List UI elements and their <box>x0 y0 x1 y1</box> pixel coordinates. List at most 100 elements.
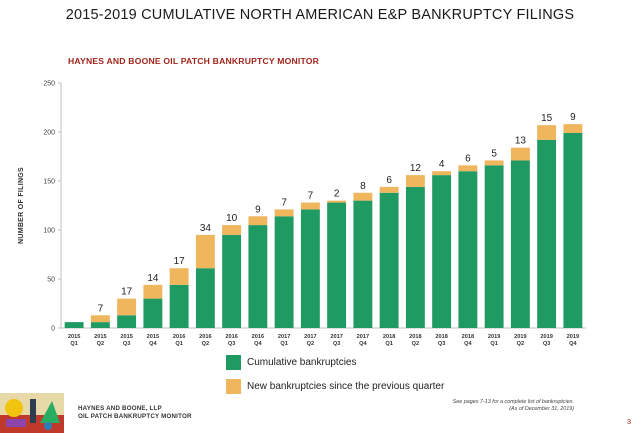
x-tick-label-year: 2019 <box>540 334 552 340</box>
page-number: 3 <box>627 419 631 426</box>
x-tick-label-year: 2019 <box>567 334 579 340</box>
bar-new <box>248 216 268 226</box>
data-label: 5 <box>491 148 497 159</box>
x-tick-label-quarter: Q2 <box>202 341 209 347</box>
y-tick-label: 100 <box>43 228 55 235</box>
data-label: 9 <box>255 204 261 215</box>
data-label: 7 <box>98 303 104 314</box>
legend-item-cumulative: Cumulative bankruptcies <box>226 352 444 373</box>
bar-new <box>143 284 163 299</box>
chart-subtitle: HAYNES AND BOONE OIL PATCH BANKRUPTCY MO… <box>68 56 320 66</box>
data-label: 17 <box>121 287 133 298</box>
footer-line-1: HAYNES AND BOONE, LLP <box>78 405 162 412</box>
bar-cumulative <box>195 268 215 328</box>
bar-cumulative <box>537 139 557 328</box>
x-tick-label-quarter: Q1 <box>175 341 182 347</box>
x-tick-label-quarter: Q2 <box>97 341 104 347</box>
x-tick-label-year: 2015 <box>68 334 80 340</box>
bar-cumulative <box>222 234 242 328</box>
data-label: 10 <box>226 213 238 224</box>
bar-new <box>563 124 583 133</box>
bar-cumulative <box>510 160 530 328</box>
bar-new <box>117 298 137 316</box>
bar-cumulative <box>484 165 504 328</box>
bar-new <box>169 268 189 285</box>
data-label: 8 <box>360 181 366 192</box>
data-label: 15 <box>541 113 553 124</box>
x-tick-label-quarter: Q1 <box>280 341 287 347</box>
x-tick-label-quarter: Q3 <box>228 341 235 347</box>
x-tick-label-quarter: Q3 <box>333 341 340 347</box>
data-label: 6 <box>386 175 392 186</box>
legend-label-cumulative: Cumulative bankruptcies <box>247 357 357 368</box>
page-title: 2015-2019 CUMULATIVE NORTH AMERICAN E&P … <box>65 7 575 23</box>
bar-cumulative <box>143 298 163 328</box>
legend-item-new: New bankruptcies since the previous quar… <box>226 376 444 397</box>
bar-cumulative <box>432 175 452 328</box>
x-tick-label-year: 2016 <box>225 334 237 340</box>
bar-new <box>458 165 478 172</box>
x-tick-label-quarter: Q1 <box>385 341 392 347</box>
x-tick-label-year: 2018 <box>462 334 474 340</box>
bar-cumulative <box>248 225 268 328</box>
x-tick-label-year: 2016 <box>199 334 211 340</box>
x-tick-label-quarter: Q2 <box>412 341 419 347</box>
bar-new <box>90 315 110 323</box>
x-tick-label-quarter: Q4 <box>464 341 472 347</box>
bar-cumulative <box>274 216 294 328</box>
x-tick-label-year: 2015 <box>147 334 159 340</box>
x-tick-label-year: 2017 <box>304 334 316 340</box>
data-label: 7 <box>308 191 314 202</box>
bar-new <box>405 175 425 187</box>
x-tick-label-year: 2018 <box>409 334 421 340</box>
x-tick-label-quarter: Q1 <box>490 341 497 347</box>
bar-new <box>379 186 399 193</box>
bar-cumulative <box>117 315 137 328</box>
x-tick-label-quarter: Q4 <box>569 341 577 347</box>
x-tick-label-year: 2017 <box>278 334 290 340</box>
data-label: 13 <box>515 136 527 147</box>
bar-new <box>432 171 452 176</box>
legend-label-new: New bankruptcies since the previous quar… <box>247 381 445 392</box>
legend-swatch-cumulative <box>226 355 241 370</box>
x-tick-label-year: 2019 <box>514 334 526 340</box>
data-label: 34 <box>200 223 212 234</box>
x-tick-label-year: 2017 <box>357 334 369 340</box>
x-tick-label-quarter: Q1 <box>70 341 77 347</box>
bar-new <box>484 160 504 166</box>
bar-new <box>195 234 215 269</box>
bar-cumulative <box>327 202 347 328</box>
x-tick-label-quarter: Q3 <box>543 341 550 347</box>
bar-cumulative <box>458 171 478 328</box>
data-label: 7 <box>281 197 287 208</box>
bar-new <box>353 192 373 201</box>
legend-swatch-new <box>226 379 241 394</box>
bar-cumulative <box>405 186 425 328</box>
data-label: 14 <box>147 273 159 284</box>
x-tick-label-year: 2018 <box>383 334 395 340</box>
x-tick-label-year: 2018 <box>435 334 447 340</box>
x-tick-label-quarter: Q3 <box>123 341 130 347</box>
x-tick-label-year: 2015 <box>120 334 132 340</box>
x-tick-label-year: 2019 <box>488 334 500 340</box>
footer-note-line-1: See pages 7-13 for a complete list of ba… <box>452 399 574 405</box>
data-label: 4 <box>439 159 445 170</box>
chart-legend: Cumulative bankruptcies New bankruptcies… <box>226 352 444 400</box>
x-tick-label-quarter: Q2 <box>307 341 314 347</box>
bar-new <box>274 209 294 217</box>
x-tick-label-quarter: Q4 <box>254 341 262 347</box>
data-label: 9 <box>570 112 576 123</box>
bar-cumulative <box>169 284 189 328</box>
data-label: 12 <box>410 163 422 174</box>
bar-new <box>537 125 557 140</box>
data-label: 6 <box>465 153 471 164</box>
x-tick-label-quarter: Q3 <box>438 341 445 347</box>
bar-new <box>327 200 347 203</box>
bar-cumulative <box>563 132 583 328</box>
bar-cumulative <box>90 322 110 328</box>
y-tick-label: 0 <box>51 326 55 333</box>
data-label: 2 <box>334 189 340 200</box>
bar-new <box>510 147 530 161</box>
footer-firm-name: HAYNES AND BOONE, LLP OIL PATCH BANKRUPT… <box>78 405 192 421</box>
bar-new <box>300 202 320 210</box>
